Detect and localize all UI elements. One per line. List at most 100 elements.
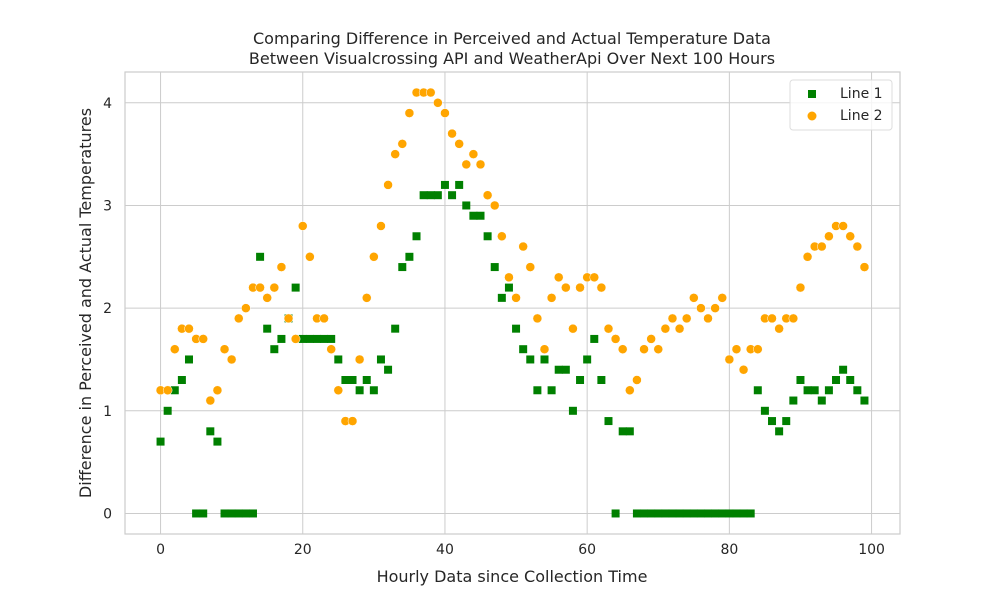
point-line-1 [810, 386, 819, 395]
y-tick-label: 0 [103, 506, 112, 522]
point-line-1 [647, 509, 656, 518]
y-tick-label: 4 [103, 96, 112, 112]
point-line-1 [348, 376, 357, 384]
point-line-1 [796, 376, 805, 384]
y-tick-label: 1 [103, 404, 112, 420]
point-line-2 [440, 108, 450, 118]
point-line-2 [226, 354, 237, 365]
point-line-2 [354, 354, 365, 365]
point-line-1 [433, 191, 442, 200]
point-line-2 [447, 128, 457, 139]
point-line-2 [454, 139, 464, 149]
point-line-1 [654, 509, 663, 518]
point-line-1 [504, 283, 513, 292]
point-line-2 [568, 323, 578, 334]
point-line-1 [455, 180, 464, 189]
point-line-2 [305, 252, 315, 262]
point-line-1 [640, 509, 649, 518]
point-line-2 [518, 241, 528, 252]
x-axis-label: Hourly Data since Collection Time [377, 567, 648, 586]
point-line-2 [376, 221, 386, 231]
point-line-2 [290, 334, 301, 344]
point-line-2 [802, 252, 813, 262]
point-line-2 [731, 344, 742, 354]
point-line-2 [632, 375, 642, 385]
point-line-1 [533, 386, 542, 395]
point-line-2 [361, 293, 372, 303]
point-line-1 [184, 355, 193, 364]
point-line-1 [568, 406, 577, 415]
point-line-1 [711, 509, 720, 518]
point-line-1 [277, 334, 286, 343]
point-line-2 [532, 313, 543, 324]
point-line-1 [234, 509, 243, 518]
point-line-1 [227, 509, 236, 518]
point-line-1 [291, 283, 300, 292]
point-line-1 [469, 211, 478, 220]
point-line-1 [696, 509, 705, 518]
point-line-1 [554, 365, 563, 374]
point-line-1 [419, 191, 428, 200]
point-line-1 [320, 334, 329, 343]
point-line-1 [298, 334, 307, 343]
point-line-1 [689, 509, 698, 518]
point-line-2 [788, 313, 799, 324]
point-line-1 [448, 191, 457, 200]
point-line-1 [739, 509, 748, 518]
point-line-2 [369, 252, 379, 262]
point-line-2 [610, 334, 621, 344]
point-line-1 [163, 406, 172, 415]
point-line-2 [255, 282, 265, 293]
point-line-1 [206, 427, 215, 436]
point-line-2 [703, 313, 713, 324]
point-line-2 [283, 313, 294, 324]
point-line-2 [383, 180, 393, 190]
x-tick-label: 20 [294, 542, 312, 558]
point-line-2 [824, 231, 834, 242]
tick-labels: 0 20 40 60 80 100 0 1 2 3 4 [103, 96, 885, 558]
point-line-2 [319, 313, 329, 324]
point-line-2 [546, 293, 557, 303]
point-line-1 [440, 180, 449, 189]
point-line-1 [583, 355, 592, 364]
point-line-1 [412, 232, 421, 241]
point-line-2 [482, 190, 493, 200]
point-line-1 [668, 509, 677, 518]
point-line-1 [561, 365, 570, 374]
point-line-2 [262, 293, 272, 303]
point-line-1 [384, 365, 393, 374]
point-line-2 [817, 241, 827, 252]
point-line-1 [782, 417, 791, 426]
point-line-1 [426, 191, 435, 200]
point-line-2 [539, 344, 550, 354]
point-line-2 [212, 385, 223, 396]
point-line-2 [589, 272, 600, 283]
point-line-1 [846, 376, 855, 384]
point-line-1 [832, 376, 841, 384]
point-line-1 [512, 324, 521, 333]
point-line-1 [263, 324, 272, 333]
point-line-2 [497, 231, 507, 242]
point-line-2 [489, 200, 500, 211]
chart-title-line-2: Between Visualcrossing API and WeatherAp… [249, 49, 775, 68]
point-line-1 [675, 509, 684, 518]
point-line-1 [625, 427, 634, 436]
point-line-2 [689, 293, 699, 303]
x-tick-label: 80 [720, 542, 738, 558]
point-line-2 [660, 323, 671, 334]
point-line-1 [547, 386, 556, 395]
point-line-2 [184, 323, 194, 334]
point-line-1 [597, 376, 606, 384]
point-line-1 [270, 345, 279, 354]
point-line-1 [170, 386, 179, 395]
point-line-1 [839, 365, 848, 374]
point-line-1 [497, 293, 506, 302]
point-line-1 [462, 201, 471, 210]
point-line-2 [774, 323, 784, 334]
legend-label-line-1: Line 1 [840, 86, 883, 102]
point-line-1 [576, 376, 585, 384]
point-line-2 [653, 344, 664, 354]
y-tick-label: 3 [103, 198, 112, 214]
point-line-2 [326, 344, 336, 354]
